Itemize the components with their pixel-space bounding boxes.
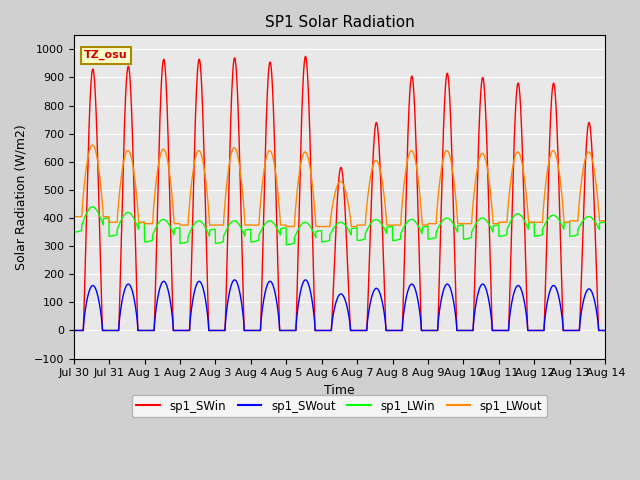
Legend: sp1_SWin, sp1_SWout, sp1_LWin, sp1_LWout: sp1_SWin, sp1_SWout, sp1_LWin, sp1_LWout	[132, 395, 547, 417]
sp1_LWin	[551, 213, 559, 218]
sp1_SWout	[601, 327, 609, 333]
sp1_LWout	[401, 177, 408, 183]
Title: SP1 Solar Radiation: SP1 Solar Radiation	[264, 15, 414, 30]
sp1_LWin	[282, 242, 290, 248]
sp1_SWin	[218, 327, 226, 333]
Line: sp1_LWout: sp1_LWout	[74, 145, 605, 227]
sp1_LWout	[601, 218, 609, 224]
sp1_LWin	[184, 239, 191, 245]
sp1_SWin	[601, 327, 609, 333]
sp1_SWin	[551, 86, 559, 92]
sp1_SWin	[70, 327, 77, 333]
sp1_SWout	[70, 327, 77, 333]
sp1_LWout	[88, 142, 96, 148]
sp1_LWin	[70, 229, 77, 235]
sp1_LWin	[601, 219, 609, 225]
sp1_SWin	[184, 327, 191, 333]
sp1_SWout	[391, 327, 399, 333]
sp1_SWin	[401, 254, 408, 260]
sp1_SWout	[601, 327, 609, 333]
sp1_LWout	[601, 218, 609, 224]
sp1_LWin	[601, 219, 609, 225]
sp1_LWout	[282, 224, 290, 229]
sp1_LWin	[401, 223, 408, 229]
Text: TZ_osu: TZ_osu	[84, 50, 128, 60]
sp1_LWout	[184, 222, 191, 228]
Line: sp1_SWin: sp1_SWin	[74, 57, 605, 330]
sp1_LWin	[218, 239, 226, 245]
sp1_LWin	[392, 238, 399, 243]
sp1_LWout	[70, 214, 77, 219]
sp1_SWin	[391, 327, 399, 333]
sp1_LWout	[218, 222, 226, 228]
Line: sp1_SWout: sp1_SWout	[74, 280, 605, 330]
sp1_LWout	[392, 222, 399, 228]
sp1_SWin	[301, 54, 309, 60]
sp1_SWin	[601, 327, 609, 333]
Line: sp1_LWin: sp1_LWin	[74, 207, 605, 245]
sp1_SWout	[231, 277, 239, 283]
sp1_LWout	[551, 149, 559, 155]
sp1_SWout	[184, 327, 191, 333]
sp1_SWout	[401, 305, 408, 311]
sp1_SWout	[551, 283, 559, 289]
sp1_SWout	[218, 327, 226, 333]
X-axis label: Time: Time	[324, 384, 355, 397]
Y-axis label: Solar Radiation (W/m2): Solar Radiation (W/m2)	[15, 124, 28, 270]
sp1_LWin	[88, 204, 96, 210]
